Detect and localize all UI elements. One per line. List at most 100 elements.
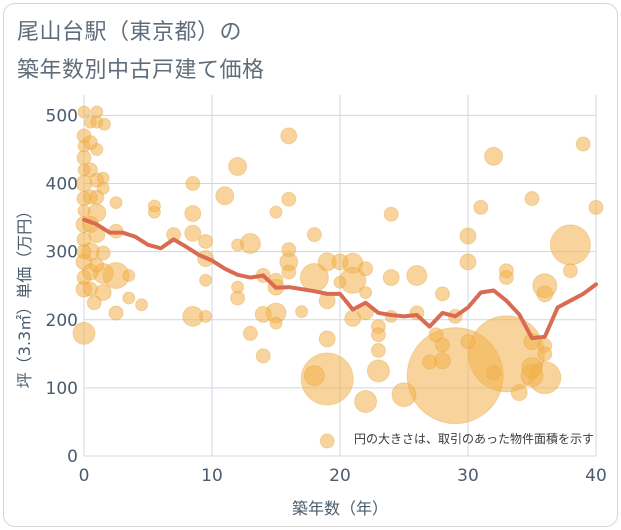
bubble-point <box>122 269 136 282</box>
y-tick-label: 300 <box>46 243 78 263</box>
bubble-point <box>510 384 528 402</box>
bubble-point <box>521 356 543 378</box>
bubble-point <box>135 298 149 312</box>
bubble-point <box>255 348 271 364</box>
bubble-point <box>96 181 110 195</box>
bubble-point <box>319 433 335 449</box>
y-tick-label: 400 <box>46 175 78 195</box>
bubble-point <box>109 196 123 210</box>
bubble-point <box>303 365 325 387</box>
x-tick-label: 0 <box>79 466 90 486</box>
bubble-point <box>358 261 374 277</box>
bubble-point <box>198 233 214 249</box>
bubble-point <box>359 286 373 300</box>
bubble-point <box>108 305 124 321</box>
bubble-point <box>382 269 400 287</box>
bubble-point <box>215 186 235 206</box>
average-price-line <box>82 217 598 341</box>
bubble-point <box>434 286 450 302</box>
bubble-point <box>76 244 92 260</box>
x-tick-label: 40 <box>585 466 607 486</box>
bubble-point <box>459 227 477 245</box>
bubble-point <box>77 105 91 119</box>
bubble-point <box>122 291 136 305</box>
bubble-point <box>318 330 336 348</box>
y-tick-label: 100 <box>46 379 78 399</box>
bubble-point <box>89 257 105 273</box>
bubble-point <box>460 334 476 350</box>
y-tick-label: 200 <box>46 311 78 331</box>
bubble-point <box>199 309 213 323</box>
bubble-point <box>428 327 444 343</box>
bubble-point <box>391 382 417 408</box>
x-tick-label: 10 <box>201 466 223 486</box>
bubble-point <box>269 316 283 330</box>
bubble-point <box>281 242 297 258</box>
bubble-point <box>562 263 578 279</box>
bubble-point <box>484 146 504 166</box>
bubble-point <box>76 150 92 166</box>
bubble-point <box>536 285 554 303</box>
bubble-point <box>72 321 96 345</box>
bubble-point <box>295 305 309 319</box>
bubble-point <box>498 270 514 286</box>
y-tick-label: 0 <box>67 447 78 467</box>
bubble-point <box>537 346 553 362</box>
bubble-point <box>306 227 322 243</box>
bubble-point <box>406 265 428 286</box>
bubble-size-note: 円の大きさは、取引のあった物件面積を示す <box>354 431 594 446</box>
bubble-point <box>77 139 91 153</box>
bubble-point <box>185 176 201 192</box>
x-axis-label: 築年数（年） <box>292 499 388 518</box>
chart-title-line2: 築年数別中古戸建て価格 <box>17 58 265 83</box>
bubble-point <box>370 342 386 358</box>
bubble-point <box>77 163 91 177</box>
bubble-point <box>370 327 386 343</box>
x-tick-label: 30 <box>457 466 479 486</box>
bubble-layer <box>72 105 604 449</box>
bubble-point <box>281 264 297 280</box>
bubble-point <box>199 273 213 287</box>
bubble-point <box>486 365 502 381</box>
bubble-point <box>76 270 92 286</box>
bubble-point <box>90 142 104 156</box>
bubble-point <box>524 191 540 207</box>
bubble-point <box>231 280 245 294</box>
bubble-point <box>281 191 297 207</box>
bubble-point <box>473 199 489 215</box>
x-tick-label: 20 <box>329 466 351 486</box>
bubble-point <box>242 325 258 341</box>
y-tick-label: 500 <box>46 106 78 126</box>
bubble-point <box>366 359 390 383</box>
bubble-point <box>184 205 202 223</box>
bubble-point <box>269 205 283 219</box>
bubble-point <box>147 205 161 219</box>
bubble-point <box>331 253 349 271</box>
bubble-point <box>575 136 591 152</box>
bubble-point <box>254 305 272 323</box>
bubble-point <box>422 354 438 370</box>
bubble-point <box>82 281 98 297</box>
chart-title-line1: 尾山台駅（東京都）の <box>17 20 243 45</box>
bubble-point <box>184 224 202 242</box>
bubble-point <box>95 245 111 261</box>
bubble-point <box>383 206 399 222</box>
bubble-point <box>354 390 378 414</box>
bubble-point <box>86 295 102 311</box>
chart-title: 尾山台駅（東京都）の 築年数別中古戸建て価格 <box>17 14 265 90</box>
bubble-point <box>588 199 604 215</box>
bubble-point <box>97 117 111 131</box>
bubble-point <box>75 175 93 193</box>
bubble-point <box>89 189 105 205</box>
bubble-point <box>228 157 248 177</box>
y-axis-label: 坪（3.3㎡）単価（万円） <box>15 203 34 388</box>
bubble-point <box>231 238 245 252</box>
bubble-point <box>434 337 450 353</box>
bubble-point <box>459 253 477 271</box>
trend-line-layer <box>82 217 598 341</box>
bubble-point <box>333 275 347 289</box>
bubble-point <box>280 127 298 145</box>
bubble-point <box>77 204 91 218</box>
